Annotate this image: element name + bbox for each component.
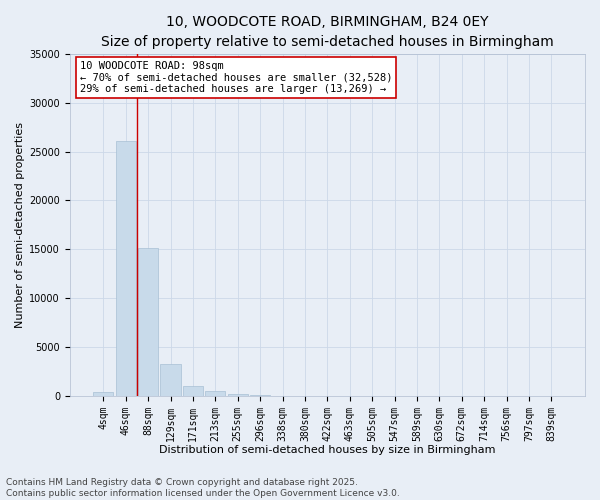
Title: 10, WOODCOTE ROAD, BIRMINGHAM, B24 0EY
Size of property relative to semi-detache: 10, WOODCOTE ROAD, BIRMINGHAM, B24 0EY S…	[101, 15, 554, 48]
Bar	[93, 392, 113, 396]
Bar	[250, 395, 270, 396]
Y-axis label: Number of semi-detached properties: Number of semi-detached properties	[15, 122, 25, 328]
Text: Contains HM Land Registry data © Crown copyright and database right 2025.
Contai: Contains HM Land Registry data © Crown c…	[6, 478, 400, 498]
Bar	[160, 364, 181, 396]
Bar	[116, 141, 136, 396]
Bar	[205, 390, 226, 396]
Bar	[227, 394, 248, 396]
Text: 10 WOODCOTE ROAD: 98sqm
← 70% of semi-detached houses are smaller (32,528)
29% o: 10 WOODCOTE ROAD: 98sqm ← 70% of semi-de…	[80, 60, 392, 94]
X-axis label: Distribution of semi-detached houses by size in Birmingham: Distribution of semi-detached houses by …	[159, 445, 496, 455]
Bar	[138, 248, 158, 396]
Bar	[183, 386, 203, 396]
